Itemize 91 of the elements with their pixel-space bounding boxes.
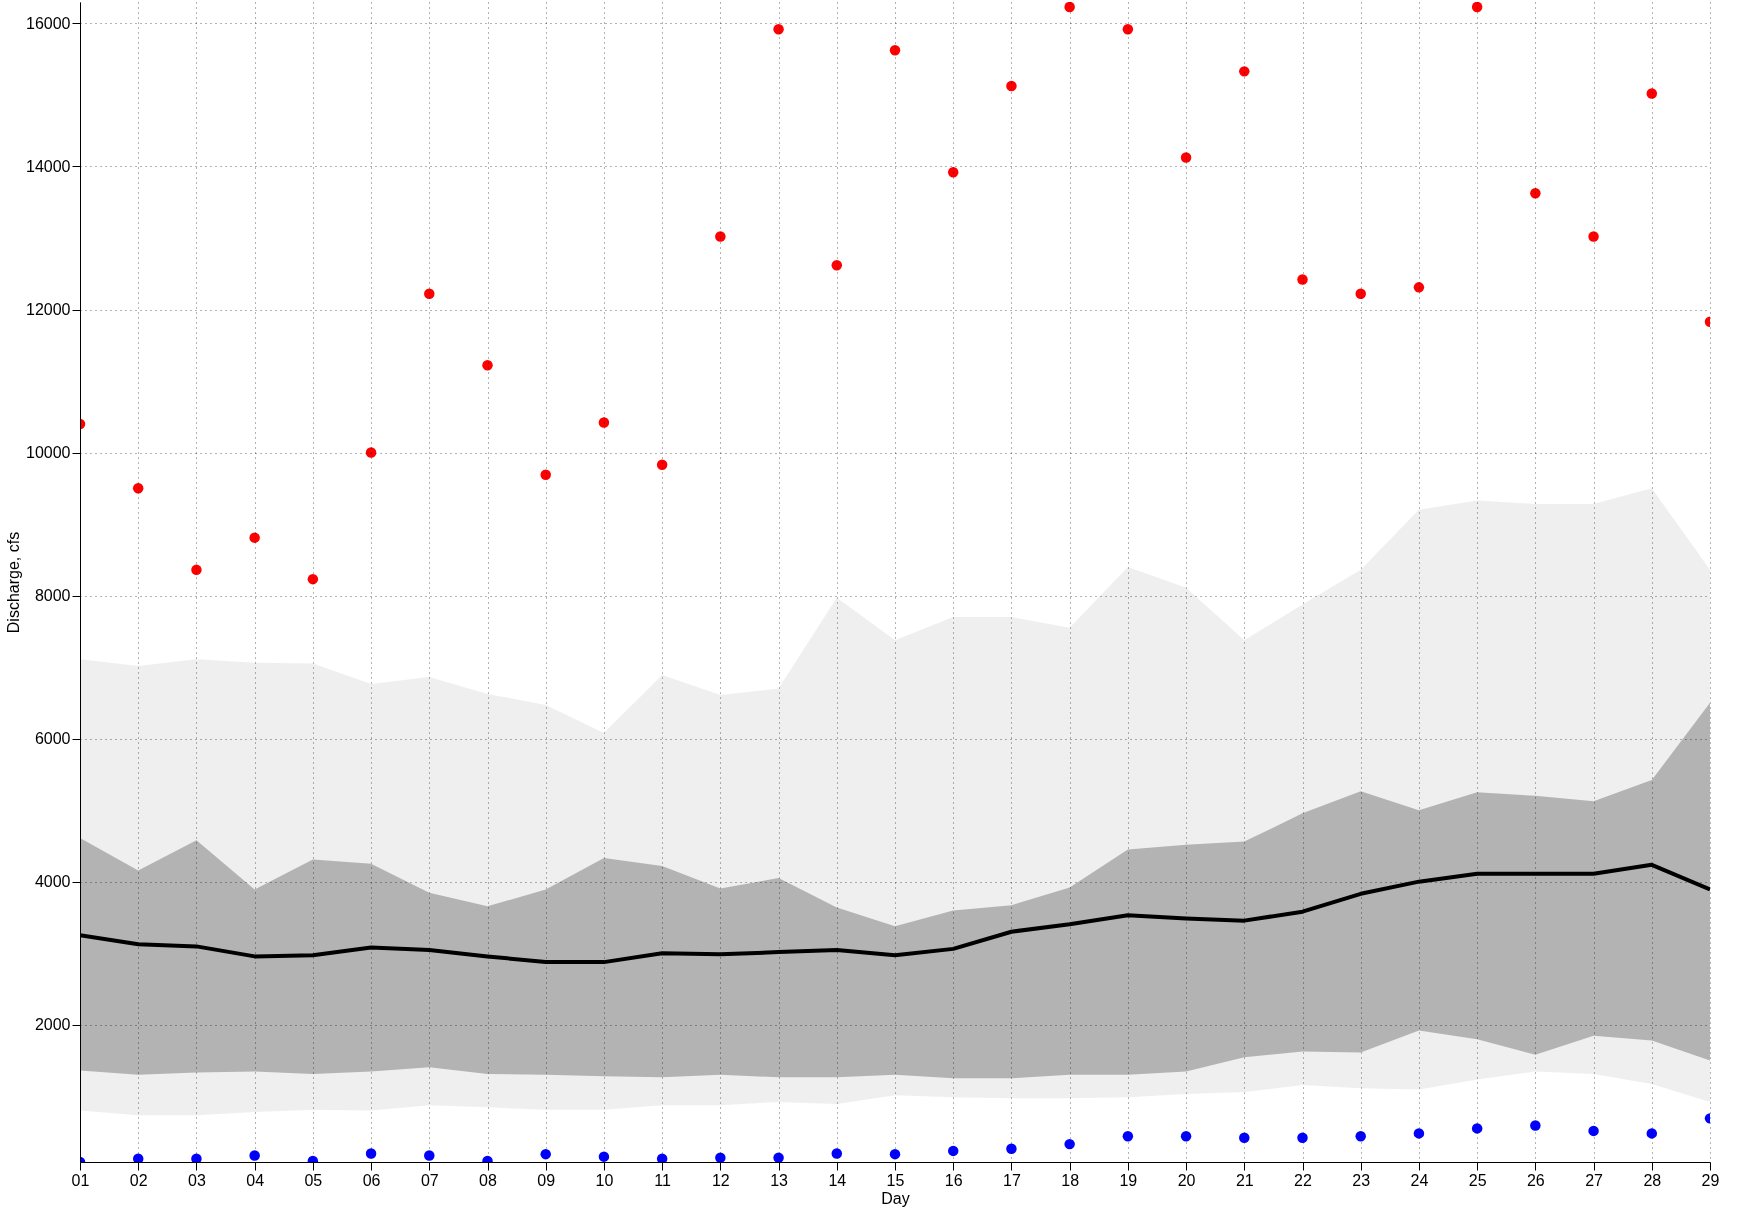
x-tick-label: 01	[71, 1171, 90, 1189]
x-tick-label: 04	[246, 1171, 265, 1189]
point	[424, 1150, 435, 1161]
point	[773, 1152, 784, 1162]
x-tick-label: 26	[1526, 1171, 1545, 1189]
point	[191, 564, 202, 576]
point	[1180, 152, 1192, 163]
point	[1471, 1123, 1483, 1134]
y-tick-label: 12000	[26, 301, 71, 319]
point	[1413, 282, 1425, 293]
point	[1530, 1120, 1541, 1131]
x-tick-label: 22	[1294, 1171, 1312, 1189]
point	[424, 288, 435, 300]
point	[831, 1148, 843, 1159]
point	[1006, 1143, 1017, 1154]
point	[1180, 1131, 1192, 1142]
point	[715, 1152, 726, 1162]
point	[191, 1153, 202, 1162]
point	[1646, 1128, 1658, 1139]
point	[598, 1151, 610, 1162]
x-tick-label: 13	[770, 1171, 789, 1189]
point	[1413, 1128, 1425, 1139]
point	[132, 483, 144, 494]
x-tick-label: 25	[1468, 1171, 1487, 1189]
x-tick-label: 15	[886, 1171, 905, 1189]
x-tick-label: 28	[1643, 1171, 1662, 1189]
point	[947, 1145, 959, 1157]
x-tick-label: 12	[711, 1171, 730, 1189]
point	[1297, 274, 1308, 285]
x-tick-label: 20	[1177, 1171, 1196, 1189]
point	[307, 573, 319, 585]
point	[831, 259, 843, 271]
y-tick-label: 6000	[34, 730, 71, 748]
x-tick-label: 17	[1003, 1171, 1021, 1189]
y-tick-label: 2000	[34, 1016, 71, 1034]
x-tick-label: 19	[1119, 1171, 1138, 1189]
point	[715, 231, 726, 242]
point	[1122, 23, 1134, 35]
point	[249, 532, 260, 543]
x-tick-label: 10	[595, 1171, 614, 1189]
x-axis-title: Day	[881, 1189, 910, 1207]
x-tick-label: 24	[1410, 1171, 1429, 1189]
x-tick-label: 02	[129, 1171, 148, 1189]
point	[1471, 2, 1483, 13]
y-tick-label: 16000	[26, 14, 71, 32]
x-tick-label: 03	[188, 1171, 206, 1189]
point	[1355, 1131, 1366, 1142]
point	[365, 447, 377, 458]
point	[656, 459, 668, 470]
point	[1122, 1131, 1134, 1142]
y-tick-label: 4000	[34, 873, 71, 891]
point	[889, 45, 901, 56]
point	[947, 166, 959, 178]
x-tick-label: 09	[537, 1171, 556, 1189]
point	[1297, 1132, 1308, 1143]
y-tick-label: 14000	[26, 157, 71, 175]
x-tick-label: 14	[828, 1171, 847, 1189]
point	[540, 1148, 551, 1160]
point	[1530, 188, 1541, 199]
x-tick-label: 21	[1235, 1171, 1254, 1189]
x-tick-label: 18	[1061, 1171, 1080, 1189]
y-tick-label: 8000	[34, 587, 71, 605]
point	[1355, 288, 1366, 300]
x-tick-label: 27	[1585, 1171, 1604, 1189]
x-tick-label: 07	[420, 1171, 439, 1189]
point	[482, 360, 493, 371]
point	[598, 417, 610, 428]
point	[1239, 66, 1250, 77]
x-tick-label: 08	[479, 1171, 497, 1189]
point	[132, 1153, 144, 1162]
point	[1588, 231, 1599, 242]
point	[249, 1150, 260, 1161]
point	[1588, 1125, 1599, 1137]
point	[1064, 2, 1075, 13]
point	[540, 469, 551, 480]
point	[1006, 80, 1017, 92]
y-tick-label: 10000	[26, 444, 71, 462]
point	[656, 1153, 668, 1162]
point	[1064, 1138, 1075, 1150]
point	[889, 1148, 901, 1160]
point	[365, 1148, 377, 1159]
x-tick-label: 06	[362, 1171, 381, 1189]
x-tick-label: 11	[654, 1171, 672, 1189]
x-tick-label: 29	[1701, 1171, 1720, 1189]
x-tick-label: 23	[1352, 1171, 1371, 1189]
point	[1646, 88, 1658, 99]
x-tick-label: 05	[304, 1171, 323, 1189]
x-tick-label: 16	[944, 1171, 963, 1189]
point	[773, 23, 784, 35]
point	[1239, 1132, 1250, 1143]
y-axis-title: Discharge, cfs	[5, 531, 23, 634]
